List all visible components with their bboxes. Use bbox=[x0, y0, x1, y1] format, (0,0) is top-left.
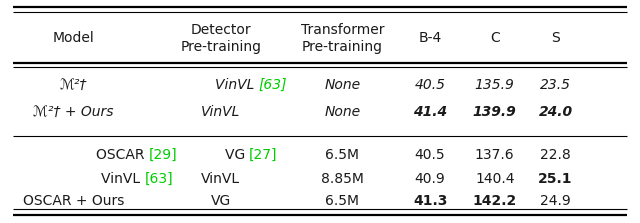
Text: C: C bbox=[490, 31, 500, 45]
Text: 135.9: 135.9 bbox=[475, 78, 515, 92]
Text: 41.4: 41.4 bbox=[413, 105, 447, 119]
Text: B-4: B-4 bbox=[419, 31, 442, 45]
Text: [27]: [27] bbox=[249, 148, 278, 162]
Text: 140.4: 140.4 bbox=[475, 172, 515, 186]
Text: VG: VG bbox=[225, 148, 249, 162]
Text: None: None bbox=[324, 105, 360, 119]
Text: 6.5M: 6.5M bbox=[325, 194, 360, 208]
Text: 41.3: 41.3 bbox=[413, 194, 447, 208]
Text: 8.85M: 8.85M bbox=[321, 172, 364, 186]
Text: 137.6: 137.6 bbox=[475, 148, 515, 162]
Text: Detector
Pre-training: Detector Pre-training bbox=[180, 23, 261, 54]
Text: VG: VG bbox=[211, 194, 231, 208]
Text: 40.5: 40.5 bbox=[415, 78, 445, 92]
Text: ℳ²†: ℳ²† bbox=[60, 78, 87, 92]
Text: 22.8: 22.8 bbox=[540, 148, 571, 162]
Text: 25.1: 25.1 bbox=[538, 172, 573, 186]
Text: VinVL: VinVL bbox=[101, 172, 145, 186]
Text: 139.9: 139.9 bbox=[473, 105, 516, 119]
Text: [63]: [63] bbox=[145, 172, 173, 186]
Text: [63]: [63] bbox=[259, 78, 287, 92]
Text: None: None bbox=[324, 78, 360, 92]
Text: ℳ²† + Ours: ℳ²† + Ours bbox=[33, 105, 114, 119]
Text: OSCAR: OSCAR bbox=[96, 148, 149, 162]
Text: 24.0: 24.0 bbox=[538, 105, 573, 119]
Text: 40.9: 40.9 bbox=[415, 172, 445, 186]
Text: 23.5: 23.5 bbox=[540, 78, 571, 92]
Text: 6.5M: 6.5M bbox=[325, 148, 360, 162]
Text: VinVL: VinVL bbox=[201, 172, 241, 186]
Text: VinVL: VinVL bbox=[201, 105, 241, 119]
Text: Transformer
Pre-training: Transformer Pre-training bbox=[301, 23, 384, 54]
Text: [29]: [29] bbox=[149, 148, 178, 162]
Text: S: S bbox=[551, 31, 560, 45]
Text: VinVL: VinVL bbox=[215, 78, 259, 92]
Text: OSCAR + Ours: OSCAR + Ours bbox=[23, 194, 124, 208]
Text: 142.2: 142.2 bbox=[472, 194, 517, 208]
Text: 24.9: 24.9 bbox=[540, 194, 571, 208]
Text: Model: Model bbox=[52, 31, 95, 45]
Text: 40.5: 40.5 bbox=[415, 148, 445, 162]
